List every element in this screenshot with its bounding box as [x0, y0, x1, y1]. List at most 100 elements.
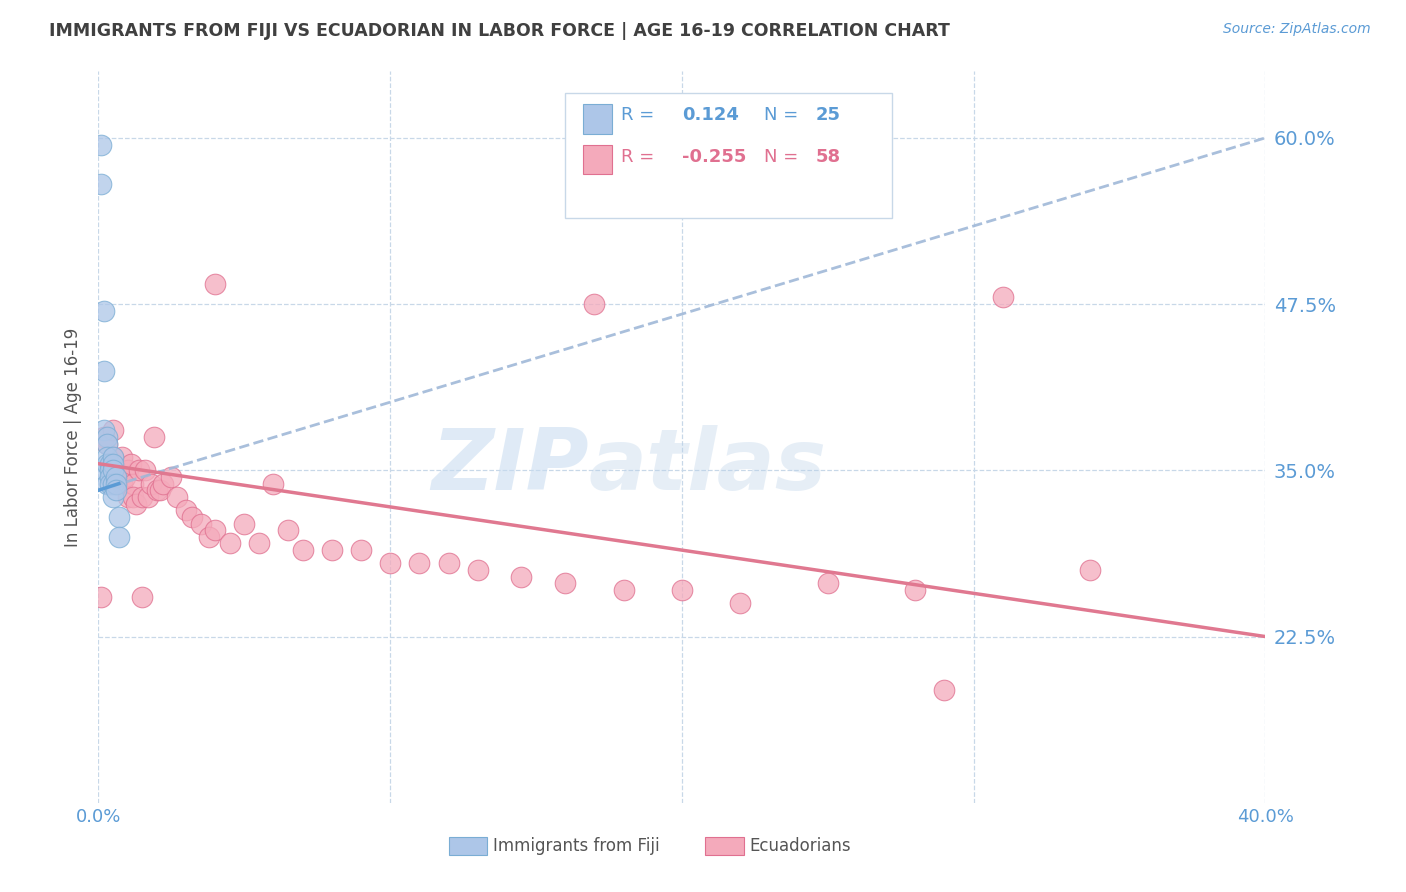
Point	[152, 476, 174, 491]
Point	[160, 470, 183, 484]
Point	[934, 682, 956, 697]
Text: Immigrants from Fiji: Immigrants from Fiji	[494, 838, 659, 855]
Point	[204, 523, 226, 537]
Point	[98, 463, 121, 477]
Point	[93, 363, 115, 377]
Text: N =: N =	[763, 148, 797, 166]
Text: Ecuadorians: Ecuadorians	[749, 838, 851, 855]
Point	[233, 516, 256, 531]
Point	[1080, 563, 1102, 577]
Point	[101, 450, 124, 464]
Point	[101, 450, 124, 464]
Point	[131, 490, 153, 504]
Point	[111, 476, 134, 491]
Point	[149, 483, 172, 498]
Text: IMMIGRANTS FROM FIJI VS ECUADORIAN IN LABOR FORCE | AGE 16-19 CORRELATION CHART: IMMIGRANTS FROM FIJI VS ECUADORIAN IN LA…	[49, 22, 950, 40]
Point	[108, 530, 131, 544]
Text: 25: 25	[815, 106, 841, 124]
Bar	[582, 145, 612, 174]
Point	[174, 503, 197, 517]
FancyBboxPatch shape	[565, 94, 891, 218]
Point	[131, 590, 153, 604]
Text: atlas: atlas	[589, 425, 827, 508]
Point	[142, 430, 165, 444]
Point	[380, 557, 402, 571]
Point	[120, 457, 142, 471]
Point	[408, 557, 430, 571]
Point	[730, 596, 752, 610]
Point	[101, 463, 124, 477]
Point	[104, 470, 127, 484]
Point	[96, 450, 118, 464]
Point	[510, 570, 533, 584]
Point	[90, 590, 112, 604]
Point	[198, 530, 221, 544]
Text: Source: ZipAtlas.com: Source: ZipAtlas.com	[1223, 22, 1371, 37]
Y-axis label: In Labor Force | Age 16-19: In Labor Force | Age 16-19	[65, 327, 83, 547]
Text: ZIP: ZIP	[430, 425, 589, 508]
Point	[96, 476, 118, 491]
Point	[101, 490, 124, 504]
Point	[166, 490, 188, 504]
Point	[671, 582, 693, 597]
Point	[93, 424, 115, 438]
Point	[108, 470, 131, 484]
Point	[117, 463, 139, 477]
Point	[277, 523, 299, 537]
Point	[90, 178, 112, 192]
Point	[218, 536, 240, 550]
Point	[262, 476, 284, 491]
Point	[98, 457, 121, 471]
Point	[125, 497, 148, 511]
Point	[104, 463, 127, 477]
Point	[96, 436, 118, 450]
Point	[96, 457, 118, 471]
Point	[111, 450, 134, 464]
Point	[104, 483, 127, 498]
Point	[128, 463, 150, 477]
Point	[101, 424, 124, 438]
Point	[96, 430, 118, 444]
Point	[136, 490, 159, 504]
Point	[139, 476, 162, 491]
Point	[291, 543, 314, 558]
Point	[247, 536, 270, 550]
Point	[904, 582, 927, 597]
Point	[101, 476, 124, 491]
Text: R =: R =	[621, 106, 654, 124]
Point	[93, 463, 115, 477]
Point	[467, 563, 489, 577]
Bar	[449, 838, 486, 855]
Point	[90, 137, 112, 152]
Point	[321, 543, 343, 558]
Text: 58: 58	[815, 148, 841, 166]
Point	[146, 483, 169, 498]
Point	[122, 490, 145, 504]
Point	[991, 290, 1014, 304]
Point	[98, 457, 121, 471]
Bar	[582, 104, 612, 134]
Point	[180, 509, 202, 524]
Point	[350, 543, 373, 558]
Bar	[706, 838, 744, 855]
Text: 0.124: 0.124	[682, 106, 738, 124]
Point	[98, 476, 121, 491]
Point	[117, 490, 139, 504]
Point	[104, 476, 127, 491]
Point	[122, 476, 145, 491]
Point	[93, 430, 115, 444]
Point	[98, 470, 121, 484]
Point	[114, 470, 136, 484]
Point	[190, 516, 212, 531]
Point	[204, 277, 226, 292]
Text: N =: N =	[763, 106, 797, 124]
Point	[93, 303, 115, 318]
Point	[817, 576, 839, 591]
Point	[108, 509, 131, 524]
Point	[437, 557, 460, 571]
Point	[583, 297, 606, 311]
Text: -0.255: -0.255	[682, 148, 747, 166]
Point	[612, 582, 634, 597]
Point	[96, 436, 118, 450]
Point	[554, 576, 576, 591]
